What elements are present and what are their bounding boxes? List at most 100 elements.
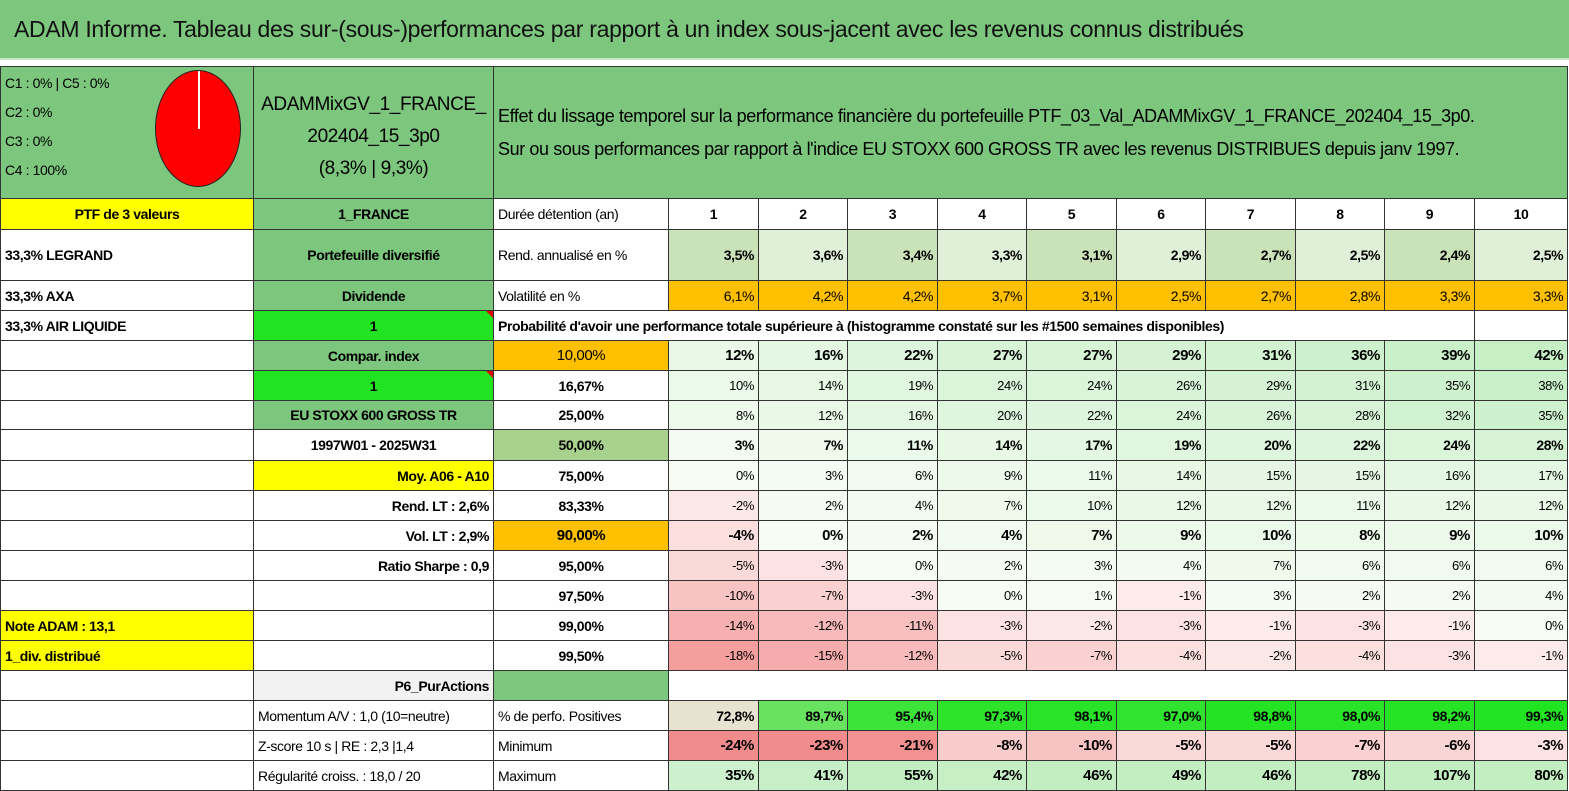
quantile-value: -3% xyxy=(937,610,1027,641)
quantile-level: 50,00% xyxy=(493,429,669,461)
max-label: Maximum xyxy=(493,760,669,791)
pos-value: 98,1% xyxy=(1026,700,1117,731)
rend-value: 2,7% xyxy=(1205,229,1296,281)
quantile-value: 0% xyxy=(758,520,848,551)
pos-value: 98,2% xyxy=(1384,700,1475,731)
cell-b: Rend. LT : 2,6% xyxy=(253,490,494,521)
quantile-value: 29% xyxy=(1205,370,1296,401)
quantile-value: 11% xyxy=(847,429,938,461)
rend-value: 2,4% xyxy=(1384,229,1475,281)
quantile-value: 12% xyxy=(668,340,759,371)
quantile-value: 2% xyxy=(1295,580,1385,611)
cell-b: 1_FRANCE xyxy=(253,198,494,230)
quantile-value: 19% xyxy=(847,370,938,401)
quantile-value: 15% xyxy=(1295,460,1385,491)
quantile-value: -2% xyxy=(1205,640,1296,671)
quantile-value: 22% xyxy=(1295,429,1385,461)
vol-label: Volatilité en % xyxy=(493,280,669,311)
quantile-value: 16% xyxy=(1384,460,1475,491)
rend-label: Rend. annualisé en % xyxy=(493,229,669,281)
min-value: -3% xyxy=(1473,730,1569,761)
quantile-level: 99,50% xyxy=(493,640,669,671)
quantile-value: -15% xyxy=(758,640,848,671)
quantile-row: Ratio Sharpe : 0,9 95,00% -5% -3% 0% 2% 3% 4% 7%… xyxy=(0,550,1569,581)
quantile-value: 3% xyxy=(668,429,759,461)
quantile-value: 31% xyxy=(1205,340,1296,371)
quantile-row: Moy. A06 - A10 75,00% 0% 3% 6% 9% 11% 14% 15% 15%… xyxy=(0,460,1569,491)
page-title: ADAM Informe. Tableau des sur-(sous-)per… xyxy=(14,16,1244,42)
rend-value: 2,5% xyxy=(1473,229,1569,281)
cell-b: Vol. LT : 2,9% xyxy=(253,520,494,551)
quantile-value: 10% xyxy=(668,370,759,401)
empty-green-cell xyxy=(493,670,669,701)
cell-a xyxy=(0,400,254,430)
min-value: -6% xyxy=(1384,730,1475,761)
min-value: -7% xyxy=(1295,730,1385,761)
quantile-value: -2% xyxy=(668,490,759,521)
quantile-value: 0% xyxy=(1473,610,1569,641)
year-header: 5 xyxy=(1026,198,1117,230)
rend-value: 2,5% xyxy=(1295,229,1385,281)
quantile-level: 75,00% xyxy=(493,460,669,491)
allocation-pie-icon xyxy=(155,70,241,187)
class-breakdown-cell: C1 : 0% | C5 : 0% C2 : 0% C3 : 0% C4 : 1… xyxy=(0,66,254,199)
year-header: 6 xyxy=(1116,198,1206,230)
quantile-value: 11% xyxy=(1295,490,1385,521)
quantile-value: 7% xyxy=(758,429,848,461)
min-row: Z-score 10 s | RE : 2,3 |1,4 Minimum -24% -… xyxy=(0,730,1569,761)
quantile-value: -3% xyxy=(1295,610,1385,641)
year-header: 8 xyxy=(1295,198,1385,230)
quantile-value: 14% xyxy=(937,429,1027,461)
year-header: 4 xyxy=(937,198,1027,230)
quantile-value: 14% xyxy=(758,370,848,401)
quantile-value: -12% xyxy=(758,610,848,641)
quantile-value: 9% xyxy=(937,460,1027,491)
quantile-value: 12% xyxy=(1473,490,1569,521)
vol-value: 3,7% xyxy=(937,280,1027,311)
quantile-value: 1% xyxy=(1026,580,1117,611)
pos-value: 89,7% xyxy=(758,700,848,731)
max-value: 41% xyxy=(758,760,848,791)
cell-a: PTF de 3 valeurs xyxy=(0,198,254,230)
quantile-value: 12% xyxy=(1384,490,1475,521)
cell-a: 33,3% LEGRAND xyxy=(0,229,254,281)
vol-value: 2,5% xyxy=(1116,280,1206,311)
quantile-value: 26% xyxy=(1205,400,1296,430)
cell-b: 1997W01 - 2025W31 xyxy=(253,429,494,461)
pos-value: 99,3% xyxy=(1473,700,1569,731)
quantile-value: 19% xyxy=(1116,429,1206,461)
quantile-value: 11% xyxy=(1026,460,1117,491)
quantile-value: 29% xyxy=(1116,340,1206,371)
pos-value: 97,0% xyxy=(1116,700,1206,731)
quantile-value: -4% xyxy=(1116,640,1206,671)
quantile-value: 17% xyxy=(1026,429,1117,461)
class-line: C2 : 0% xyxy=(5,104,52,120)
quantile-value: -11% xyxy=(847,610,938,641)
quantile-value: 16% xyxy=(847,400,938,430)
cell-a xyxy=(0,490,254,521)
quantile-level: 25,00% xyxy=(493,400,669,430)
quantile-value: 4% xyxy=(1473,580,1569,611)
cell-a xyxy=(0,730,254,761)
min-value: -5% xyxy=(1205,730,1296,761)
quantile-value: 3% xyxy=(758,460,848,491)
quantile-value: 2% xyxy=(758,490,848,521)
header-row: C1 : 0% | C5 : 0% C2 : 0% C3 : 0% C4 : 1… xyxy=(0,66,1569,199)
quantile-value: 24% xyxy=(1026,370,1117,401)
quantile-value: 9% xyxy=(1384,520,1475,551)
cell-a xyxy=(0,460,254,491)
quantile-value: 38% xyxy=(1473,370,1569,401)
quantile-value: -7% xyxy=(758,580,848,611)
quantile-value: 22% xyxy=(1026,400,1117,430)
table-body: C1 : 0% | C5 : 0% C2 : 0% C3 : 0% C4 : 1… xyxy=(0,66,1569,791)
quantile-value: -1% xyxy=(1473,640,1569,671)
quantile-value: 31% xyxy=(1295,370,1385,401)
quantile-value: -1% xyxy=(1116,580,1206,611)
effect-line-1: Effet du lissage temporel sur la perform… xyxy=(498,105,1475,126)
quantile-value: 3% xyxy=(1205,580,1296,611)
cell-b: Z-score 10 s | RE : 2,3 |1,4 xyxy=(253,730,494,761)
min-value: -24% xyxy=(668,730,759,761)
quantile-value: 2% xyxy=(937,550,1027,581)
quantile-value: -3% xyxy=(1384,640,1475,671)
min-value: -5% xyxy=(1116,730,1206,761)
